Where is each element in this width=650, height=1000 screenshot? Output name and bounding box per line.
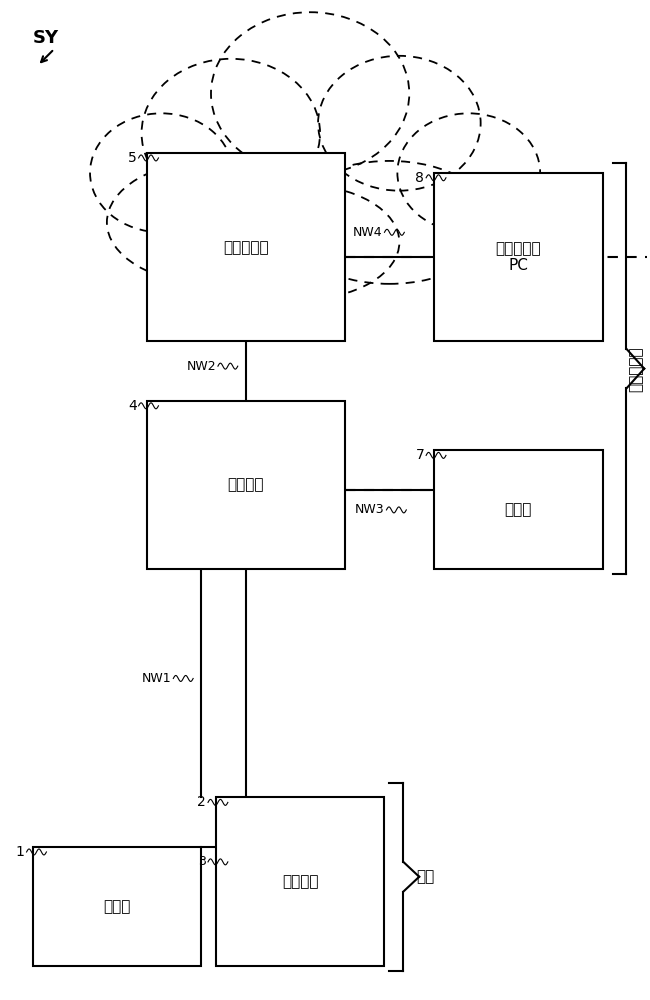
Text: NW1: NW1	[142, 672, 172, 685]
Text: 5: 5	[128, 151, 136, 165]
Text: NW3: NW3	[355, 503, 385, 516]
Text: 会计事务所: 会计事务所	[629, 346, 644, 392]
Text: NW4: NW4	[353, 226, 382, 239]
Bar	[146, 401, 345, 569]
Text: 客户: 客户	[416, 869, 434, 884]
Text: 2: 2	[198, 795, 206, 809]
Text: 打印机: 打印机	[504, 502, 532, 517]
Bar	[32, 847, 201, 966]
Text: SY: SY	[32, 29, 58, 47]
Text: 存储服务器: 存储服务器	[223, 240, 268, 255]
Text: 主服务器: 主服务器	[227, 478, 264, 493]
Text: 扫描仪: 扫描仪	[103, 899, 131, 914]
Bar	[434, 450, 603, 569]
Text: 7: 7	[415, 448, 424, 462]
Text: 1: 1	[16, 845, 25, 859]
Bar	[216, 797, 385, 966]
Text: NW2: NW2	[187, 360, 216, 373]
Text: 4: 4	[128, 399, 136, 413]
Text: 8: 8	[415, 171, 424, 185]
Text: 3: 3	[198, 855, 206, 868]
Text: 会计事务所
PC: 会计事务所 PC	[495, 241, 541, 273]
Bar	[434, 173, 603, 341]
Bar	[146, 153, 345, 341]
Text: 便携终端: 便携终端	[282, 874, 318, 889]
